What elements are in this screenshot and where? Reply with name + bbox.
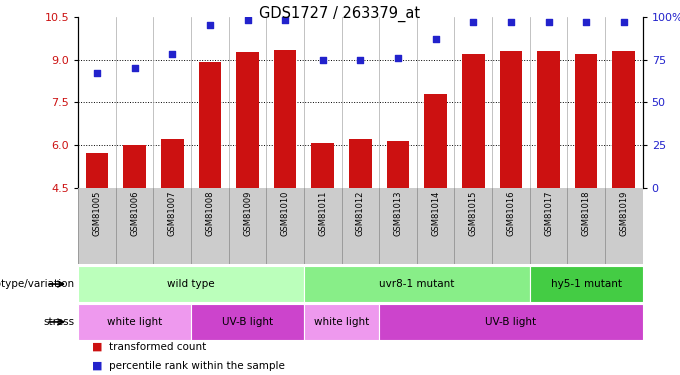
Point — [92, 70, 103, 76]
Point — [129, 65, 140, 71]
Text: stress: stress — [44, 317, 75, 327]
Point — [618, 19, 629, 25]
Text: genotype/variation: genotype/variation — [0, 279, 75, 289]
Text: GSM81019: GSM81019 — [619, 190, 628, 236]
Bar — [349, 139, 372, 188]
Text: GSM81017: GSM81017 — [544, 190, 553, 236]
Bar — [462, 54, 485, 188]
Text: white light: white light — [314, 317, 369, 327]
Bar — [379, 304, 643, 340]
Bar — [78, 304, 191, 340]
Point — [279, 17, 290, 23]
Bar — [304, 304, 379, 340]
Bar — [304, 266, 530, 302]
Bar — [424, 94, 447, 188]
Text: GSM81018: GSM81018 — [581, 190, 591, 236]
Bar — [500, 51, 522, 188]
Text: ■: ■ — [92, 361, 102, 370]
Text: GSM81016: GSM81016 — [507, 190, 515, 236]
Bar — [575, 54, 598, 188]
Text: GSM81011: GSM81011 — [318, 190, 327, 236]
Point — [430, 36, 441, 42]
Text: GSM81008: GSM81008 — [205, 190, 214, 236]
Point — [167, 51, 177, 57]
Text: GSM81009: GSM81009 — [243, 190, 252, 236]
Text: GSM81006: GSM81006 — [130, 190, 139, 236]
Point — [468, 19, 479, 25]
Text: UV-B light: UV-B light — [486, 317, 537, 327]
Bar — [387, 141, 409, 188]
Text: UV-B light: UV-B light — [222, 317, 273, 327]
Text: transformed count: transformed count — [109, 342, 206, 352]
Text: GSM81014: GSM81014 — [431, 190, 440, 236]
Point — [318, 57, 328, 63]
Text: ■: ■ — [92, 342, 102, 352]
Point — [205, 22, 216, 28]
Text: GSM81010: GSM81010 — [281, 190, 290, 236]
Bar — [613, 51, 635, 188]
Point — [505, 19, 516, 25]
Text: GSM81012: GSM81012 — [356, 190, 365, 236]
Bar — [123, 145, 146, 188]
Text: GSM81005: GSM81005 — [92, 190, 101, 236]
Text: GDS1727 / 263379_at: GDS1727 / 263379_at — [260, 6, 420, 22]
Point — [581, 19, 592, 25]
Bar — [199, 62, 221, 188]
Bar — [311, 143, 334, 188]
Bar — [530, 266, 643, 302]
Point — [355, 57, 366, 63]
Bar — [78, 266, 304, 302]
Bar — [161, 139, 184, 188]
Bar — [191, 304, 304, 340]
Bar — [236, 53, 259, 188]
Text: white light: white light — [107, 317, 163, 327]
Point — [543, 19, 554, 25]
Point — [242, 17, 253, 23]
Text: percentile rank within the sample: percentile rank within the sample — [109, 361, 285, 370]
Bar — [86, 153, 108, 188]
Bar — [537, 51, 560, 188]
Text: hy5-1 mutant: hy5-1 mutant — [551, 279, 622, 289]
Text: GSM81013: GSM81013 — [394, 190, 403, 236]
Point — [392, 55, 403, 61]
Text: wild type: wild type — [167, 279, 215, 289]
Text: GSM81007: GSM81007 — [168, 190, 177, 236]
Bar — [274, 50, 296, 188]
Text: uvr8-1 mutant: uvr8-1 mutant — [379, 279, 454, 289]
Text: GSM81015: GSM81015 — [469, 190, 478, 236]
